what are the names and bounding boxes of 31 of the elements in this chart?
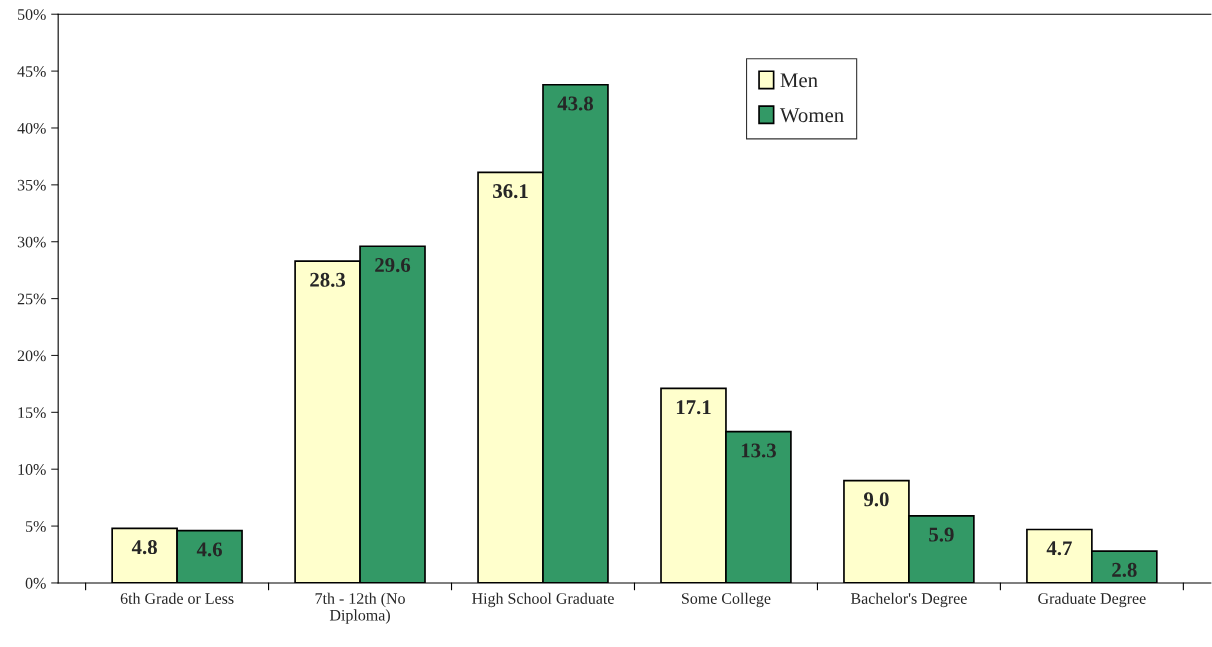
x-tick-label: Some College (682, 592, 771, 608)
x-tick-label: 6th Grade or Less (120, 592, 234, 604)
x-tick-label: High School Graduate (472, 592, 614, 608)
y-tick-label: 15% (18, 407, 46, 419)
y-tick-label: 20% (17, 350, 46, 362)
y-tick-label: 5% (26, 521, 46, 532)
y-tick-label: 40% (17, 122, 46, 134)
data-label: 13.3 (741, 443, 776, 458)
data-label: 43.8 (557, 96, 594, 111)
y-tick-label: 25% (17, 293, 46, 305)
y-tick-label: 10% (18, 464, 46, 475)
data-label: 17.1 (676, 400, 711, 415)
data-label: 29.6 (375, 258, 411, 273)
x-tick-label: Bachelor's Degree (850, 592, 967, 608)
y-tick-label: 35% (17, 179, 46, 191)
data-label: 5.9 (929, 527, 954, 542)
data-label: 4.6 (196, 542, 222, 557)
data-label: 9.0 (863, 492, 889, 507)
data-label: 2.8 (1112, 562, 1137, 577)
data-label: 4.8 (131, 540, 157, 555)
x-tick-label: 7th - 12th (No Diploma) (315, 592, 405, 624)
data-label: 4.7 (1046, 541, 1072, 556)
y-tick-label: 30% (17, 236, 46, 248)
y-tick-label: 0% (25, 577, 46, 589)
y-tick-label: 45% (17, 66, 46, 77)
legend-label: Women (779, 108, 844, 123)
x-tick-label: Graduate Degree (1038, 592, 1146, 608)
data-label: 36.1 (493, 184, 528, 199)
legend-label: Men (780, 73, 818, 88)
y-tick-label: 50% (18, 9, 46, 20)
data-label: 28.3 (310, 272, 346, 287)
